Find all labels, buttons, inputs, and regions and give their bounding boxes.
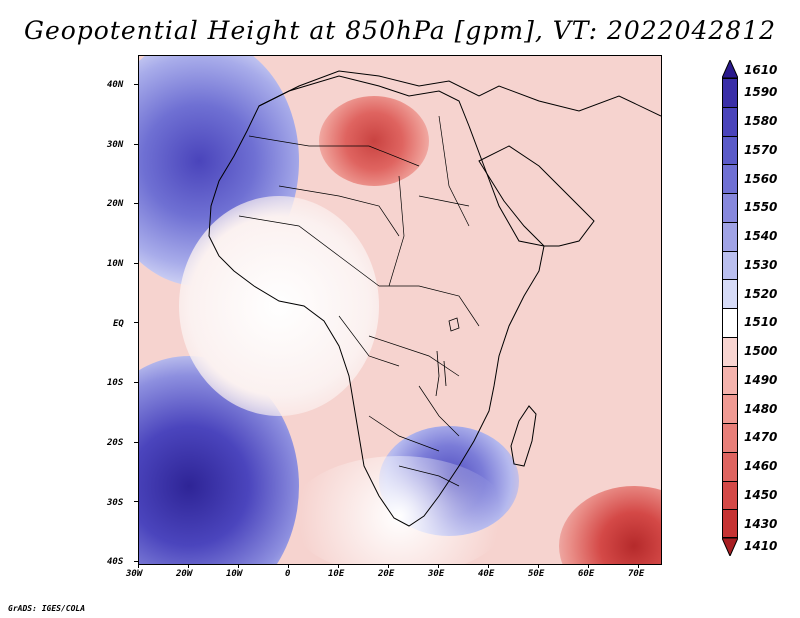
neutral-zone-south xyxy=(289,456,509,564)
colorbar-cell xyxy=(722,365,738,395)
madagascar-coastline xyxy=(510,405,537,467)
lat-label: 30N xyxy=(107,140,124,150)
colorbar-cell xyxy=(722,193,738,222)
lon-label: 40E xyxy=(478,569,495,579)
colorbar-cell xyxy=(722,308,738,337)
lon-tick xyxy=(288,564,289,568)
colorbar xyxy=(722,60,738,556)
africa-coastline xyxy=(208,75,545,527)
lat-tick xyxy=(134,262,138,264)
colorbar-bottom-arrow xyxy=(722,538,738,556)
lat-tick xyxy=(134,382,138,383)
lon-label: 50E xyxy=(528,569,545,579)
lon-tick xyxy=(388,564,389,568)
colorbar-cell xyxy=(722,135,738,165)
lon-tick xyxy=(238,564,239,568)
lon-label: 0 xyxy=(285,569,291,579)
lat-label: 20S xyxy=(107,438,124,448)
colorbar-cell xyxy=(722,394,738,423)
lat-tick xyxy=(134,441,138,443)
colorbar-label: 1410 xyxy=(744,539,778,554)
lon-label: 10W xyxy=(226,569,243,579)
lon-tick xyxy=(638,564,639,568)
colorbar-cell xyxy=(722,250,738,280)
lon-tick xyxy=(138,564,139,568)
colorbar-label: 1450 xyxy=(744,487,778,502)
colorbar-label: 1470 xyxy=(744,430,778,445)
arabia-coastline xyxy=(478,145,595,247)
lat-tick xyxy=(134,143,138,145)
colorbar-label: 1480 xyxy=(744,401,778,416)
colorbar-cell xyxy=(722,221,738,251)
national-borders xyxy=(238,115,480,487)
colorbar-cell xyxy=(722,164,738,193)
low-pressure-sahara xyxy=(319,96,429,186)
colorbar-label: 1610 xyxy=(744,62,778,77)
lon-label: 30W xyxy=(126,569,143,579)
lakes xyxy=(435,317,460,397)
lat-tick xyxy=(134,203,138,205)
colorbar-label: 1560 xyxy=(744,171,778,186)
lon-label: 30E xyxy=(428,569,445,579)
lon-label: 70E xyxy=(628,569,645,579)
mediterranean-coastline xyxy=(258,70,661,117)
colorbar-label: 1500 xyxy=(744,344,778,359)
lat-label: 40S xyxy=(107,557,124,567)
lat-tick xyxy=(134,322,138,324)
lon-tick xyxy=(188,564,189,568)
colorbar-top-arrow xyxy=(722,60,738,78)
lon-label: 20W xyxy=(176,569,193,579)
colorbar-label: 1590 xyxy=(744,85,778,100)
lat-tick xyxy=(134,560,138,562)
lat-label: 10S xyxy=(107,378,124,388)
colorbar-label: 1490 xyxy=(744,372,778,387)
lon-tick xyxy=(588,564,589,568)
lat-label: EQ xyxy=(113,319,124,329)
colorbar-label: 1510 xyxy=(744,315,778,330)
footer-credit: GrADS: IGES/COLA xyxy=(8,604,86,613)
colorbar-cell xyxy=(722,451,738,481)
colorbar-cell xyxy=(722,423,738,452)
geopotential-map xyxy=(138,55,662,565)
lon-tick xyxy=(488,564,489,568)
colorbar-cell xyxy=(722,78,738,107)
lat-tick xyxy=(134,501,138,503)
lat-label: 30S xyxy=(107,498,124,508)
lon-tick xyxy=(438,564,439,568)
colorbar-cell xyxy=(722,279,738,308)
lat-tick xyxy=(134,84,138,85)
colorbar-label: 1570 xyxy=(744,142,778,157)
lat-label: 20N xyxy=(107,199,124,209)
colorbar-label: 1430 xyxy=(744,516,778,531)
lon-label: 10E xyxy=(328,569,345,579)
colorbar-cell xyxy=(722,336,738,366)
neutral-zone-west xyxy=(179,196,379,416)
colorbar-cell xyxy=(722,106,738,136)
map-title: Geopotential Height at 850hPa [gpm], VT:… xyxy=(23,16,777,45)
lon-label: 60E xyxy=(578,569,595,579)
colorbar-label: 1540 xyxy=(744,229,778,244)
lat-label: 40N xyxy=(107,80,124,90)
colorbar-cell xyxy=(722,480,738,510)
colorbar-cell xyxy=(722,509,738,538)
colorbar-label: 1580 xyxy=(744,114,778,129)
colorbar-label: 1460 xyxy=(744,459,778,474)
colorbar-label: 1550 xyxy=(744,200,778,215)
coastlines xyxy=(208,70,661,527)
lon-tick xyxy=(338,564,339,568)
colorbar-label: 1520 xyxy=(744,286,778,301)
lon-tick xyxy=(538,564,539,568)
lon-label: 20E xyxy=(378,569,395,579)
lat-label: 10N xyxy=(107,259,124,269)
colorbar-label: 1530 xyxy=(744,257,778,272)
